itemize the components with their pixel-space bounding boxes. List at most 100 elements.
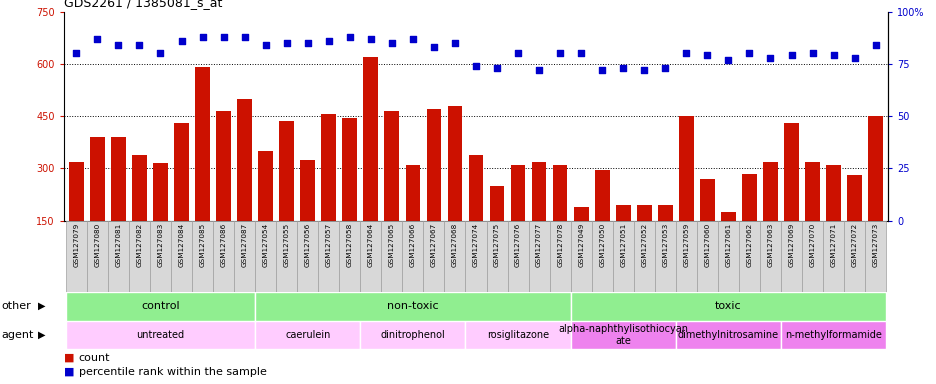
- Bar: [510, 165, 525, 221]
- Bar: [132, 154, 147, 221]
- Point: [594, 67, 609, 73]
- Text: non-toxic: non-toxic: [387, 301, 438, 311]
- Text: GSM127077: GSM127077: [535, 223, 542, 267]
- Text: agent: agent: [2, 330, 35, 340]
- Text: GSM127087: GSM127087: [241, 223, 247, 267]
- Bar: [66, 221, 87, 292]
- Text: ▶: ▶: [37, 330, 45, 340]
- Bar: [528, 221, 549, 292]
- Bar: [318, 221, 339, 292]
- Text: GSM127061: GSM127061: [724, 223, 731, 267]
- Text: other: other: [2, 301, 32, 311]
- Text: GSM127080: GSM127080: [95, 223, 100, 267]
- Point: [216, 33, 231, 40]
- Point: [552, 50, 567, 56]
- Bar: [721, 212, 735, 221]
- Bar: [696, 221, 717, 292]
- Text: GSM127078: GSM127078: [557, 223, 563, 267]
- Bar: [153, 163, 168, 221]
- Point: [279, 40, 294, 46]
- Point: [615, 65, 630, 71]
- Bar: [490, 186, 504, 221]
- Bar: [573, 207, 588, 221]
- Text: GDS2261 / 1385081_s_at: GDS2261 / 1385081_s_at: [64, 0, 222, 9]
- Bar: [843, 221, 864, 292]
- Point: [826, 52, 841, 58]
- Text: control: control: [141, 301, 180, 311]
- Point: [510, 50, 525, 56]
- Bar: [552, 165, 567, 221]
- Bar: [90, 137, 105, 221]
- Bar: [549, 221, 570, 292]
- Bar: [570, 321, 675, 349]
- Point: [405, 36, 420, 42]
- Text: GSM127054: GSM127054: [262, 223, 269, 267]
- Bar: [762, 162, 777, 221]
- Bar: [255, 221, 276, 292]
- Point: [657, 65, 672, 71]
- Bar: [699, 179, 714, 221]
- Text: GSM127057: GSM127057: [326, 223, 331, 267]
- Bar: [486, 221, 507, 292]
- Point: [699, 52, 714, 58]
- Bar: [822, 221, 843, 292]
- Point: [741, 50, 756, 56]
- Text: GSM127056: GSM127056: [304, 223, 311, 267]
- Point: [783, 52, 798, 58]
- Bar: [615, 205, 630, 221]
- Bar: [426, 109, 441, 221]
- Bar: [759, 221, 781, 292]
- Bar: [468, 154, 483, 221]
- Text: GSM127081: GSM127081: [115, 223, 122, 267]
- Point: [321, 38, 336, 44]
- Bar: [826, 165, 840, 221]
- Text: GSM127069: GSM127069: [788, 223, 794, 267]
- Bar: [654, 221, 675, 292]
- Text: GSM127065: GSM127065: [388, 223, 394, 267]
- Bar: [739, 221, 759, 292]
- Point: [300, 40, 314, 46]
- Text: GSM127071: GSM127071: [829, 223, 836, 267]
- Text: GSM127068: GSM127068: [451, 223, 458, 267]
- Text: percentile rank within the sample: percentile rank within the sample: [79, 367, 267, 377]
- Text: GSM127082: GSM127082: [137, 223, 142, 267]
- Point: [68, 50, 83, 56]
- Bar: [423, 221, 444, 292]
- Bar: [846, 175, 861, 221]
- Bar: [297, 221, 318, 292]
- Bar: [781, 321, 885, 349]
- Text: GSM127070: GSM127070: [809, 223, 814, 267]
- Bar: [594, 170, 609, 221]
- Point: [447, 40, 462, 46]
- Text: GSM127085: GSM127085: [199, 223, 205, 267]
- Bar: [279, 121, 294, 221]
- Bar: [300, 160, 314, 221]
- Bar: [174, 123, 189, 221]
- Text: count: count: [79, 353, 110, 363]
- Bar: [717, 221, 739, 292]
- Text: GSM127074: GSM127074: [473, 223, 478, 267]
- Text: GSM127063: GSM127063: [767, 223, 772, 267]
- Bar: [129, 221, 150, 292]
- Point: [174, 38, 189, 44]
- Text: ■: ■: [64, 367, 74, 377]
- Text: GSM127066: GSM127066: [409, 223, 416, 267]
- Text: GSM127073: GSM127073: [871, 223, 878, 267]
- Bar: [679, 116, 693, 221]
- Bar: [363, 57, 378, 221]
- Bar: [612, 221, 633, 292]
- Bar: [570, 292, 885, 321]
- Text: rosiglitazone: rosiglitazone: [487, 330, 548, 340]
- Point: [573, 50, 588, 56]
- Text: GSM127049: GSM127049: [578, 223, 583, 267]
- Bar: [87, 221, 108, 292]
- Point: [636, 67, 651, 73]
- Point: [804, 50, 819, 56]
- Text: GSM127084: GSM127084: [179, 223, 184, 267]
- Bar: [234, 221, 255, 292]
- Bar: [321, 114, 336, 221]
- Bar: [804, 162, 819, 221]
- Bar: [381, 221, 402, 292]
- Point: [384, 40, 399, 46]
- Text: GSM127058: GSM127058: [346, 223, 353, 267]
